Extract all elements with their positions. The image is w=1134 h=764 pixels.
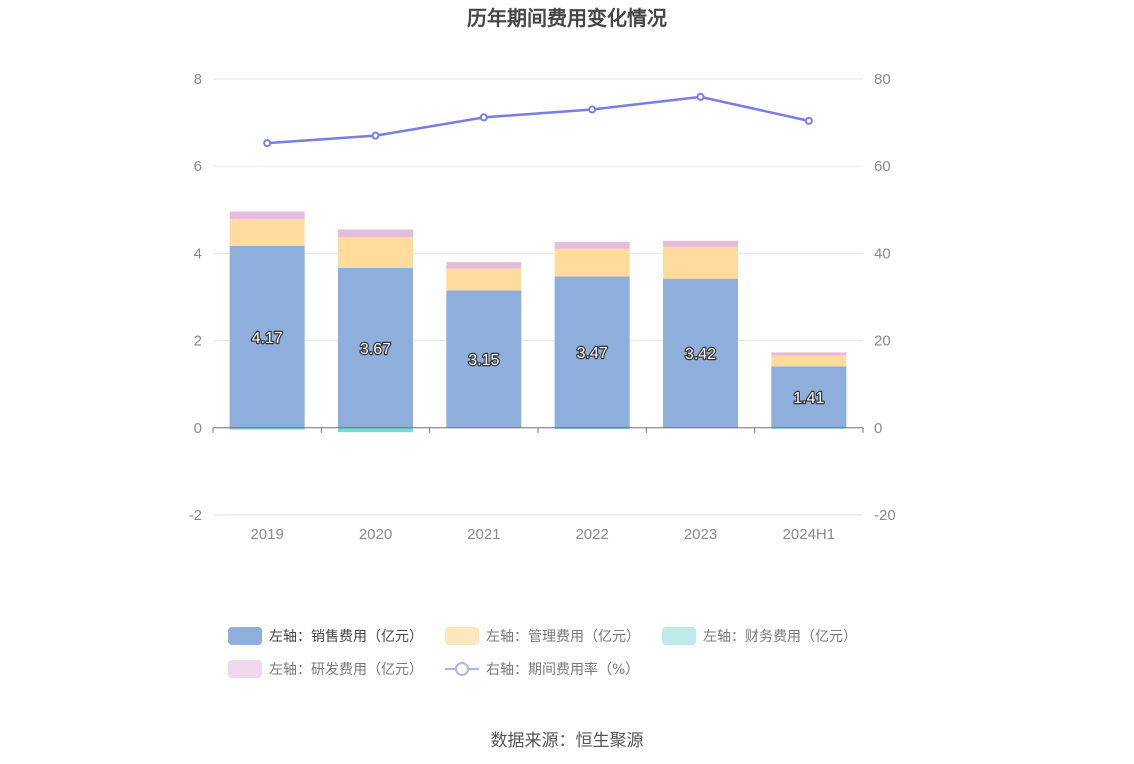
bar-3-2020	[338, 229, 413, 238]
sales-data-label: 3.42	[685, 346, 716, 363]
bar-0-2021	[446, 290, 522, 428]
legend-item-finance[interactable]: 左轴：财务费用（亿元）	[662, 626, 857, 646]
bar-3-2024H1	[771, 352, 847, 356]
expense-ratio-point-2019	[263, 139, 272, 148]
left-tick-label: 8	[194, 71, 202, 88]
right-tick-label: -20	[874, 507, 896, 524]
grid-lines	[213, 78, 863, 516]
left-axis: -2 0 2 4 6 8	[189, 71, 202, 524]
right-tick-label: 80	[874, 71, 891, 88]
line-series	[263, 92, 813, 148]
bar-0-2022	[554, 276, 630, 428]
right-tick-label: 0	[874, 420, 882, 437]
left-tick-label: 2	[194, 333, 202, 350]
x-tick-label: 2023	[684, 526, 717, 543]
legend-swatch-rnd	[228, 660, 262, 678]
right-axis: -20 0 20 40 60 80	[874, 71, 896, 524]
bar-3-2021	[446, 262, 522, 269]
bar-series	[229, 211, 847, 433]
bar-3-2019	[229, 211, 305, 219]
sales-data-label: 4.17	[252, 330, 283, 347]
bar-1-2020	[338, 237, 413, 268]
bar-3-2022	[554, 242, 630, 249]
legend-swatch-sales	[228, 627, 262, 645]
left-tick-label: 6	[194, 158, 202, 175]
x-tick-label: 2021	[467, 526, 500, 543]
legend: 左轴：销售费用（亿元） 左轴：管理费用（亿元） 左轴：财务费用（亿元） 左轴：研…	[228, 625, 928, 691]
bar-1-2023	[663, 246, 738, 279]
expense-ratio-point-2020	[371, 131, 380, 140]
expense-ratio-point-2024H1	[804, 116, 813, 125]
right-tick-label: 20	[874, 333, 891, 350]
right-tick-label: 60	[874, 158, 891, 175]
sales-data-label: 1.41	[793, 390, 824, 407]
bar-1-2019	[229, 218, 305, 246]
source-note: 数据来源：恒生聚源	[490, 731, 644, 751]
legend-item-admin[interactable]: 左轴：管理费用（亿元）	[445, 626, 640, 646]
chart-title: 历年期间费用变化情况	[467, 6, 667, 30]
sales-data-label: 3.15	[468, 352, 499, 369]
sales-data-label: 3.67	[360, 341, 391, 358]
legend-swatch-admin	[445, 627, 479, 645]
bar-0-2023	[663, 278, 738, 428]
bar-2-2022	[554, 427, 630, 430]
bar-1-2022	[554, 248, 630, 277]
legend-line-icon	[445, 660, 479, 678]
bar-0-2020	[338, 267, 413, 428]
expense-ratio-point-2022	[588, 105, 597, 114]
legend-item-rnd[interactable]: 左轴：研发费用（亿元）	[228, 659, 423, 679]
right-tick-label: 40	[874, 245, 891, 262]
legend-item-expense-ratio[interactable]: 右轴：期间费用率（%）	[445, 659, 639, 679]
legend-swatch-finance	[662, 627, 696, 645]
sales-data-label: 3.47	[577, 345, 608, 362]
legend-label-admin: 左轴：管理费用（亿元）	[486, 629, 640, 645]
bar-2-2019	[229, 427, 305, 430]
bar-1-2021	[446, 268, 522, 291]
x-tick-label: 2022	[575, 526, 608, 543]
x-tick-label: 2024H1	[783, 526, 836, 543]
left-tick-label: 4	[194, 245, 202, 262]
x-tick-label: 2020	[359, 526, 392, 543]
bar-0-2019	[229, 245, 305, 428]
x-tick-label: 2019	[250, 526, 283, 543]
x-axis: 2019 2020 2021 2022 2023 2024H1	[212, 427, 864, 543]
legend-label-expense-ratio: 右轴：期间费用率（%）	[486, 662, 640, 678]
bar-2-2020	[338, 427, 413, 433]
expense-ratio-line	[267, 95, 810, 145]
expense-ratio-point-2023	[696, 92, 705, 101]
left-tick-label: 0	[194, 420, 202, 437]
legend-item-sales[interactable]: 左轴：销售费用（亿元）	[228, 626, 423, 646]
left-tick-label: -2	[189, 507, 202, 524]
legend-label-sales: 左轴：销售费用（亿元）	[269, 629, 423, 645]
bar-3-2023	[663, 240, 738, 247]
legend-label-finance: 左轴：财务费用（亿元）	[703, 629, 857, 645]
legend-label-rnd: 左轴：研发费用（亿元）	[269, 662, 423, 678]
data-labels: 4.17 3.67 3.15 3.47 3.42 1.41	[250, 329, 825, 409]
bar-0-2024H1	[771, 366, 847, 428]
bar-1-2024H1	[771, 355, 847, 367]
expense-ratio-point-2021	[479, 113, 488, 122]
